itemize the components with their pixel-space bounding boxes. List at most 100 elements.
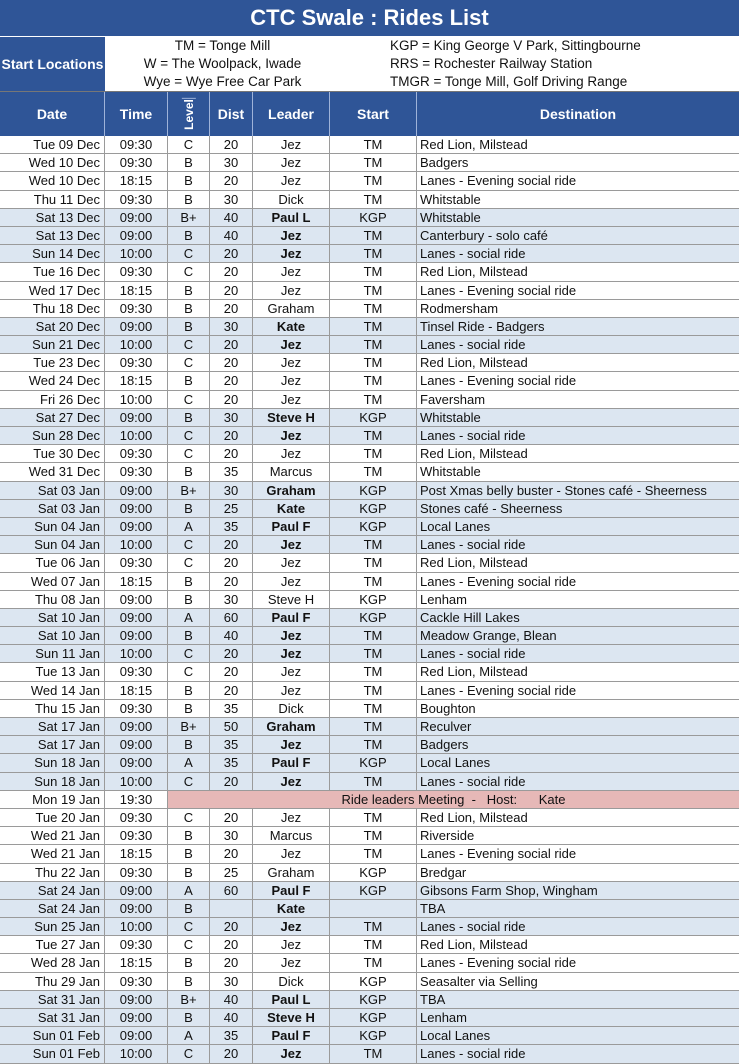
cell: TM [330, 299, 417, 318]
table-header: Date Time Level Dist Leader Start Destination [0, 92, 739, 136]
cell: B [168, 499, 210, 518]
table-row: Sat 31 Jan 09:00 B 40 Steve H KGP Lenham [0, 1009, 739, 1028]
cell: 10:00 [105, 336, 168, 355]
cell: TBA [417, 991, 739, 1009]
cell: 20 [210, 954, 253, 973]
table-row: Sat 10 Jan 09:00 B 40 Jez TM Meadow Grange, Bl… [0, 627, 739, 646]
cell: TM [330, 627, 417, 646]
cell: TM [330, 317, 417, 337]
cell: TM [330, 827, 417, 846]
cell: C [168, 427, 210, 446]
cell: KGP [330, 208, 417, 227]
cell: Jez [253, 263, 330, 282]
cell: Jez [253, 808, 330, 828]
cell: 35 [210, 517, 253, 537]
cell: Tue 23 Dec [0, 354, 105, 373]
cell: TM [330, 427, 417, 446]
cell: B [168, 590, 210, 609]
table-row: Tue 23 Dec 09:30 C 20 Jez TM Red Lion, Milstea… [0, 354, 739, 373]
cell: TM [330, 226, 417, 246]
cell: 09:00 [105, 899, 168, 919]
cell: 20 [210, 136, 253, 155]
cell: Jez [253, 245, 330, 264]
cell: 20 [210, 445, 253, 464]
cell: Jez [253, 154, 330, 173]
cell: 35 [210, 1027, 253, 1046]
cell: Tue 27 Jan [0, 936, 105, 955]
cell: B [168, 226, 210, 246]
cell: Sun 14 Dec [0, 245, 105, 264]
cell: TM [330, 445, 417, 464]
table-row: Wed 14 Jan 18:15 B 20 Jez TM Lanes - Evening s… [0, 681, 739, 700]
cell: 30 [210, 827, 253, 846]
table-row: Sat 13 Dec 09:00 B 40 Jez TM Canterbury - solo… [0, 226, 739, 246]
cell: 20 [210, 918, 253, 937]
cell: C [168, 336, 210, 355]
cell: Dick [253, 699, 330, 718]
cell: Tue 16 Dec [0, 263, 105, 282]
cell: 09:00 [105, 226, 168, 246]
cell: Jez [253, 354, 330, 373]
meeting-note: Ride leaders Meeting - Host: Kate [168, 790, 739, 809]
cell: KGP [330, 608, 417, 628]
table-row: Tue 30 Dec 09:30 C 20 Jez TM Red Lion, Milstea… [0, 445, 739, 464]
cell: B [168, 736, 210, 755]
table-row: Sun 11 Jan 10:00 C 20 Jez TM Lanes - social ri… [0, 645, 739, 664]
cell: Lanes - Evening social ride [417, 172, 739, 191]
cell: Thu 18 Dec [0, 299, 105, 318]
cell: KGP [330, 1027, 417, 1046]
column-header: Date [0, 92, 105, 136]
cell: B+ [168, 990, 210, 1009]
cell: Jez [253, 1045, 330, 1064]
cell: Lanes - Evening social ride [417, 282, 739, 300]
cell: Gibsons Farm Shop, Wingham [417, 882, 739, 900]
table-body: Tue 09 Dec 09:30 C 20 Jez TM Red Lion, Milstea… [0, 136, 739, 1064]
cell: 20 [210, 245, 253, 264]
cell: Marcus [253, 463, 330, 482]
cell: Sun 04 Jan [0, 536, 105, 555]
cell: C [168, 663, 210, 682]
cell: Jez [253, 372, 330, 391]
cell: Sat 10 Jan [0, 627, 105, 646]
table-row: Thu 22 Jan 09:30 B 25 Graham KGP Bredgar [0, 863, 739, 882]
cell: Paul F [253, 608, 330, 628]
cell: TM [330, 154, 417, 173]
cell: Sun 04 Jan [0, 517, 105, 537]
cell: 20 [210, 645, 253, 664]
cell: Wed 24 Dec [0, 372, 105, 391]
cell: 09:00 [105, 1009, 168, 1028]
cell: C [168, 936, 210, 955]
table-row: Sun 14 Dec 10:00 C 20 Jez TM Lanes - social ri… [0, 245, 739, 264]
cell: B [168, 372, 210, 391]
cell: 20 [210, 572, 253, 591]
cell: B [168, 954, 210, 973]
cell: Sun 11 Jan [0, 645, 105, 664]
cell: Rodmersham [417, 300, 739, 318]
cell: KGP [330, 1009, 417, 1028]
cell: Sat 20 Dec [0, 317, 105, 337]
location-entry: Wye = Wye Free Car Park [143, 74, 302, 89]
cell: 10:00 [105, 390, 168, 409]
cell: Lenham [417, 591, 739, 609]
cell: TM [330, 190, 417, 209]
cell: Kate [253, 899, 330, 919]
table-row: Wed 10 Dec 18:15 B 20 Jez TM Lanes - Evening s… [0, 172, 739, 191]
column-header: Dist [210, 92, 253, 136]
cell: B [168, 463, 210, 482]
cell: Red Lion, Milstead [417, 663, 739, 682]
location-entry: KGP = King George V Park, Sittingbourne [390, 38, 641, 53]
cell: 50 [210, 718, 253, 737]
table-row: Sun 18 Jan 09:00 A 35 Paul F KGP Local Lanes [0, 754, 739, 773]
cell: A [168, 517, 210, 537]
cell: Dick [253, 972, 330, 991]
cell: Whitstable [417, 209, 739, 227]
cell: Badgers [417, 736, 739, 755]
column-header: Start [330, 92, 417, 136]
cell: Jez [253, 645, 330, 664]
cell: Sat 31 Jan [0, 1009, 105, 1028]
cell: Red Lion, Milstead [417, 554, 739, 573]
cell: Stones café - Sheerness [417, 500, 739, 518]
cell: Bredgar [417, 864, 739, 882]
cell: Red Lion, Milstead [417, 354, 739, 373]
cell: 20 [210, 663, 253, 682]
